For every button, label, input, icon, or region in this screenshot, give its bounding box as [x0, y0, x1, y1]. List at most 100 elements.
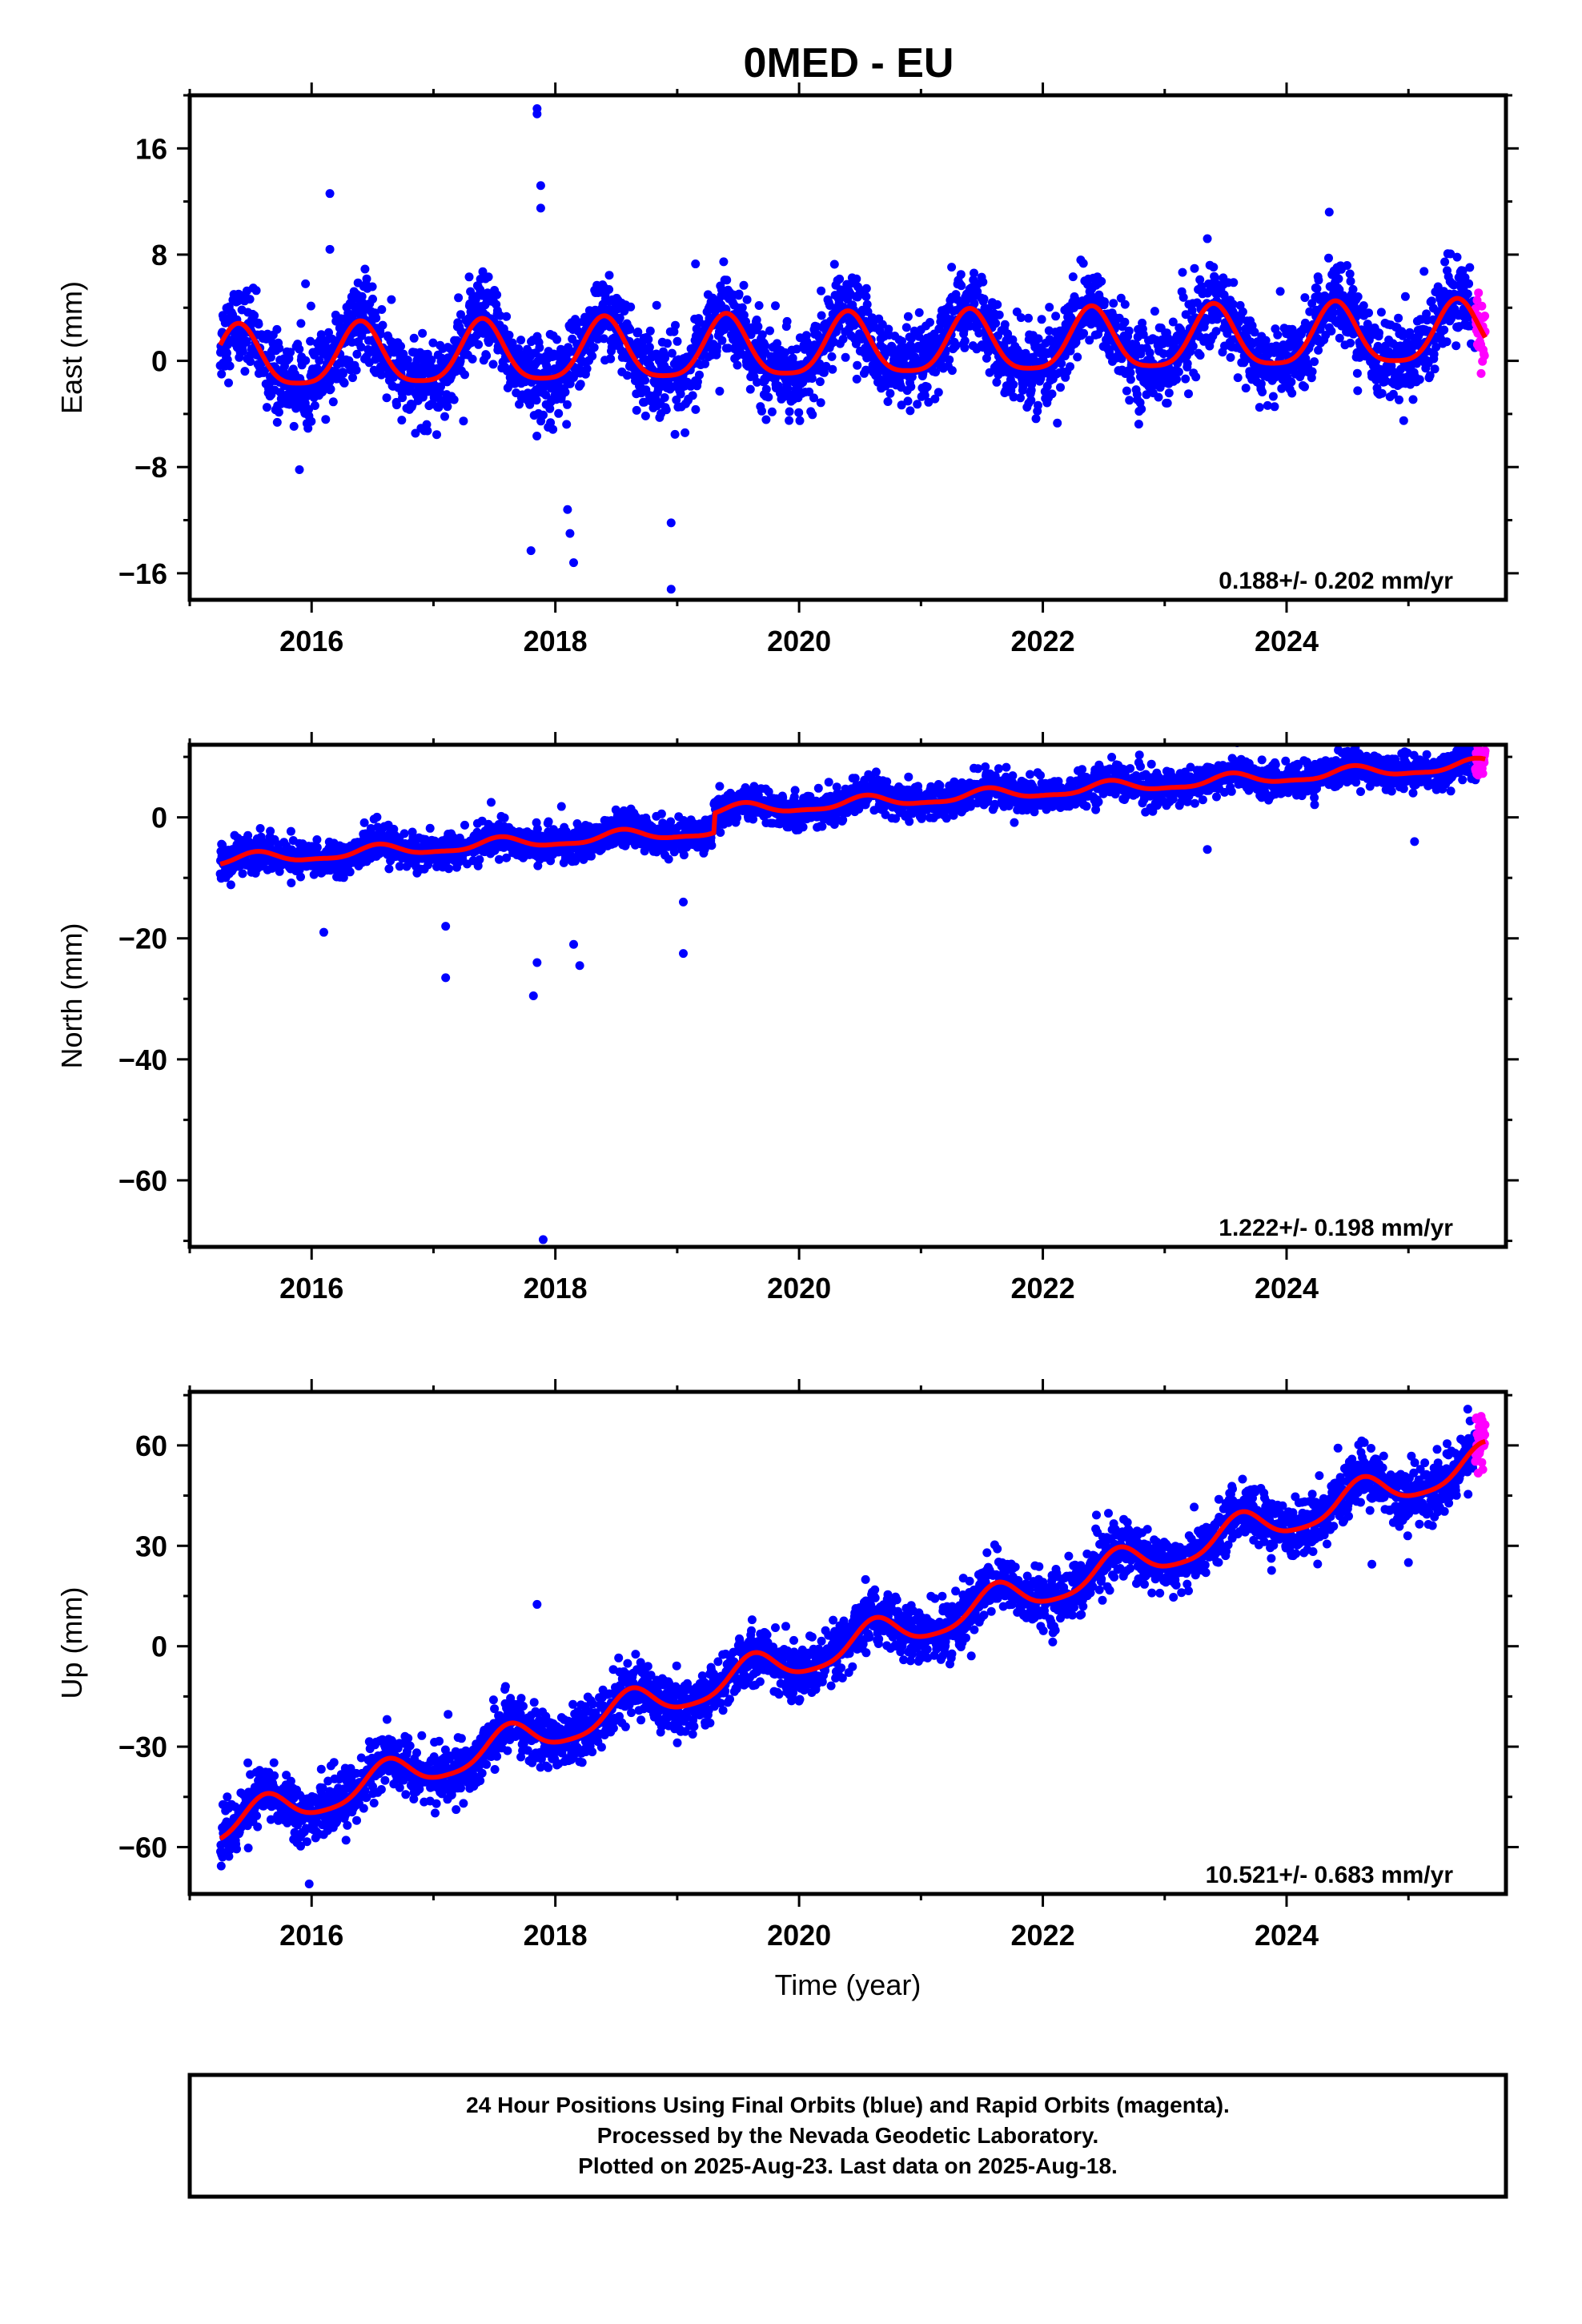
data-point [861, 292, 871, 301]
data-point [371, 313, 381, 323]
data-point [492, 290, 502, 300]
data-point [626, 302, 636, 312]
data-point [295, 865, 304, 875]
data-point [771, 301, 780, 311]
data-point [913, 400, 922, 409]
data-point [660, 393, 669, 402]
data-point [1394, 313, 1403, 323]
data-point [243, 830, 253, 840]
data-point [468, 354, 477, 364]
data-point [670, 429, 680, 439]
data-point [742, 295, 752, 304]
data-point [920, 391, 930, 400]
data-point [1377, 388, 1387, 398]
data-point [781, 348, 790, 357]
data-point [474, 340, 484, 349]
data-point [1195, 351, 1205, 360]
data-point [582, 364, 592, 373]
data-point [1346, 276, 1355, 286]
data-point [815, 359, 825, 368]
y-tick-label: 8 [151, 239, 167, 271]
data-point [1211, 327, 1221, 336]
data-point [1057, 359, 1066, 368]
data-point [1429, 349, 1439, 359]
data-point [423, 426, 432, 436]
data-point [1415, 375, 1424, 384]
data-point [1191, 372, 1201, 382]
data-point [1442, 337, 1452, 347]
data-point [359, 818, 369, 827]
data-point [861, 283, 871, 293]
data-point [217, 369, 227, 379]
data-point [906, 382, 916, 392]
data-point [1398, 331, 1407, 340]
data-point [397, 416, 407, 425]
data-point [599, 334, 608, 344]
data-point [222, 348, 231, 358]
data-point [1388, 389, 1398, 399]
data-point [817, 311, 826, 320]
data-point [717, 336, 727, 345]
data-point [974, 328, 984, 338]
data-point [907, 333, 917, 343]
data-point [691, 404, 701, 414]
data-point [773, 339, 782, 348]
data-point [794, 408, 804, 417]
plot-area [215, 745, 1490, 1244]
data-point [661, 353, 670, 363]
data-point [951, 341, 961, 351]
data-point [428, 338, 438, 348]
outlier-point [1324, 207, 1334, 217]
data-point [307, 416, 316, 426]
data-point [576, 380, 585, 389]
data-point [1009, 380, 1018, 389]
data-point [352, 349, 362, 359]
data-point [1430, 364, 1439, 374]
data-point [719, 257, 729, 267]
data-point [240, 367, 250, 376]
data-point [1182, 359, 1192, 368]
data-point [1181, 310, 1191, 320]
data-point [238, 869, 247, 879]
data-point [615, 313, 624, 323]
data-point [688, 391, 697, 400]
data-point [1328, 308, 1338, 318]
data-point [1307, 367, 1317, 376]
data-point [633, 328, 643, 336]
data-point [1100, 297, 1109, 307]
x-tick-label: 2016 [279, 625, 343, 657]
data-point [303, 424, 313, 433]
data-point [546, 418, 556, 428]
data-point [254, 320, 263, 329]
data-point [1327, 326, 1336, 336]
data-point [1195, 275, 1205, 284]
data-point [246, 357, 255, 366]
data-point [1126, 368, 1135, 377]
data-point [1346, 338, 1355, 348]
data-point [640, 376, 650, 385]
data-point [956, 270, 966, 279]
outlier-point [536, 181, 545, 191]
data-point [1027, 380, 1037, 389]
velocity-label: 0.188+/- 0.202 mm/yr [1219, 568, 1453, 594]
data-point [1287, 388, 1297, 398]
data-point [1109, 299, 1118, 308]
data-point [356, 342, 366, 352]
data-point [1268, 392, 1278, 401]
data-point [262, 403, 271, 412]
data-point [1464, 279, 1474, 288]
data-point [286, 826, 295, 836]
data-point [475, 854, 484, 864]
data-point [1187, 306, 1197, 316]
data-point [357, 292, 367, 301]
data-point [901, 323, 911, 332]
data-point [785, 416, 794, 425]
data-point [238, 347, 247, 356]
rapid-point [1480, 312, 1490, 321]
data-point [1452, 252, 1462, 262]
data-point [671, 320, 680, 330]
data-point [362, 274, 371, 283]
data-point [1009, 392, 1018, 402]
data-point [1427, 296, 1436, 306]
